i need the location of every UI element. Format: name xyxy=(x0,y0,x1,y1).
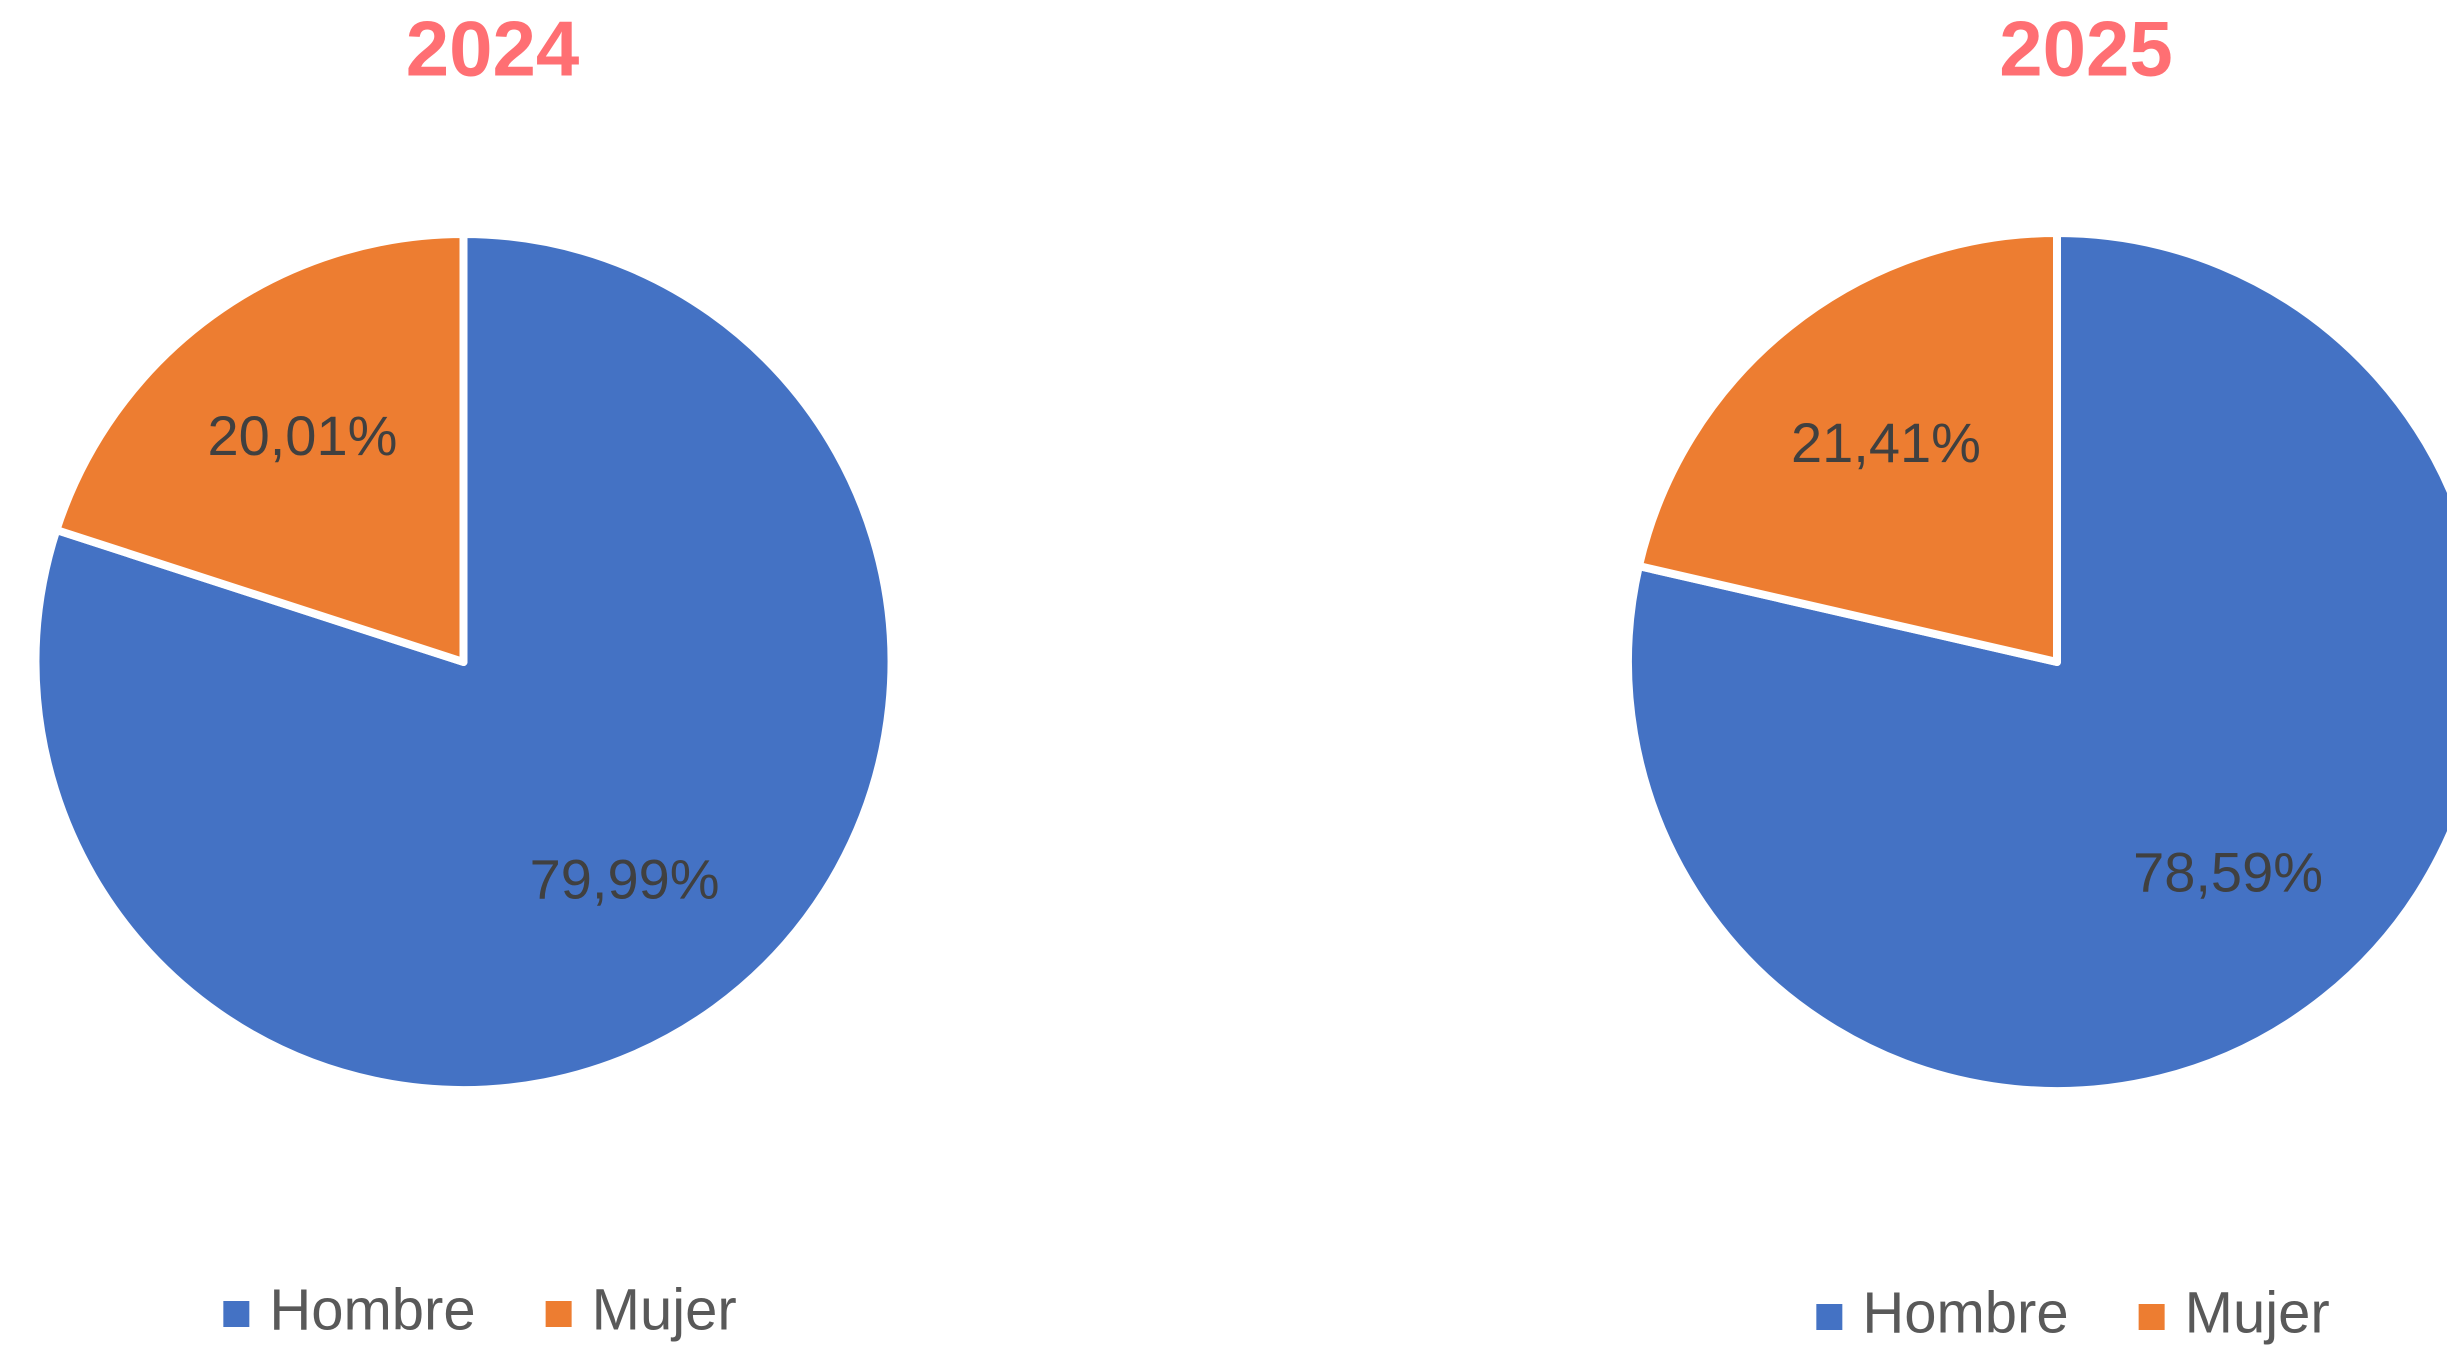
data-label: 79,99% xyxy=(530,847,720,910)
data-label: 20,01% xyxy=(207,404,397,467)
legend-label: Hombre xyxy=(269,1277,475,1342)
pie-slice xyxy=(52,230,468,666)
pie-slice xyxy=(1634,229,2061,666)
pie-slice xyxy=(1624,229,2447,1095)
legend-swatch xyxy=(1816,1304,1843,1330)
chart-title: 2025 xyxy=(1999,5,2173,93)
legend-label: Mujer xyxy=(2185,1280,2330,1345)
legend-swatch xyxy=(545,1301,572,1327)
data-label: 78,59% xyxy=(2133,841,2323,904)
legend-swatch xyxy=(2138,1304,2165,1330)
legend-swatch xyxy=(223,1301,250,1327)
data-label: 21,41% xyxy=(1791,411,1981,474)
chart-title: 2024 xyxy=(406,5,580,93)
legend-label: Hombre xyxy=(1862,1280,2068,1345)
legend-label: Mujer xyxy=(592,1277,737,1342)
